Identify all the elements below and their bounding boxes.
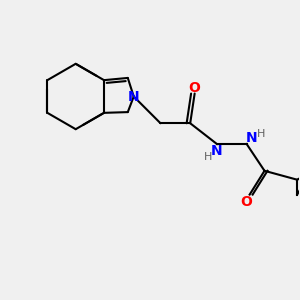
Text: N: N bbox=[211, 145, 223, 158]
Text: O: O bbox=[241, 195, 253, 209]
Text: H: H bbox=[257, 129, 266, 139]
Text: H: H bbox=[204, 152, 212, 162]
Text: O: O bbox=[189, 81, 201, 94]
Text: N: N bbox=[128, 89, 140, 103]
Text: N: N bbox=[245, 131, 257, 145]
